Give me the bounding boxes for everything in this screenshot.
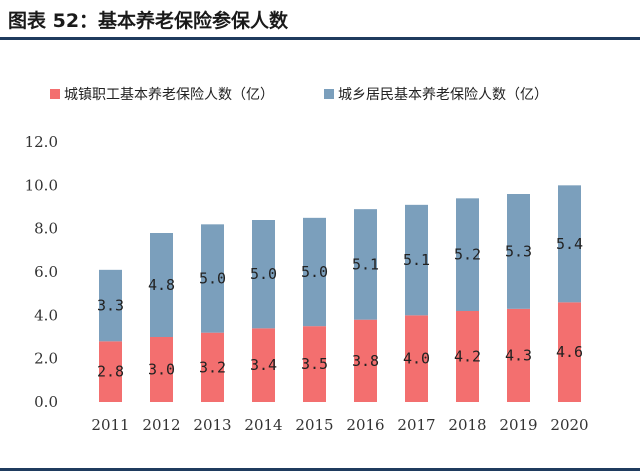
- x-tick-label: 2018: [448, 416, 486, 434]
- bar-rural-2013: [201, 224, 224, 333]
- x-tick-label: 2012: [142, 416, 180, 434]
- bar-urban-2020: [558, 302, 581, 402]
- bar-urban-2017: [405, 315, 428, 402]
- x-tick-label: 2011: [91, 416, 129, 434]
- data-label-rural: 5.0: [250, 265, 277, 283]
- y-tick-label: 2.0: [34, 350, 58, 368]
- bar-rural-2014: [252, 220, 275, 329]
- bar-urban-2015: [303, 326, 326, 402]
- x-tick-label: 2017: [397, 416, 435, 434]
- y-tick-label: 4.0: [34, 306, 58, 324]
- bar-rural-2018: [456, 198, 479, 311]
- bar-urban-2014: [252, 328, 275, 402]
- bar-rural-2015: [303, 217, 326, 327]
- bar-rural-2017: [405, 204, 428, 316]
- data-label-rural: 4.8: [148, 276, 175, 294]
- data-label-urban: 3.5: [301, 355, 328, 373]
- bar-rural-2011: [99, 269, 122, 342]
- data-label-urban: 3.4: [250, 356, 277, 374]
- bar-urban-2011: [99, 341, 122, 402]
- data-label-urban: 4.2: [454, 348, 481, 366]
- data-label-rural: 5.4: [556, 235, 583, 253]
- bottom-rule: [0, 468, 640, 471]
- bar-rural-2012: [150, 233, 173, 337]
- bars: 2.8 3.3 3.0 4.8 3.2 5.0 3.4 5.0 3.5 5.0 3.8 5.1 4.0 5…: [97, 185, 583, 402]
- bar-urban-2018: [456, 311, 479, 402]
- data-label-rural: 5.1: [403, 251, 430, 269]
- data-label-rural: 5.2: [454, 246, 481, 264]
- data-label-urban: 4.6: [556, 343, 583, 361]
- y-tick-label: 6.0: [34, 263, 58, 281]
- y-tick-label: 0.0: [34, 393, 58, 411]
- data-label-urban: 4.0: [403, 350, 430, 368]
- x-tick-label: 2016: [346, 416, 384, 434]
- x-tick-label: 2013: [193, 416, 231, 434]
- y-axis: 0.0 2.0 4.0 6.0 8.0 10.0 12.0: [25, 133, 58, 411]
- bar-urban-2013: [201, 332, 224, 402]
- x-tick-label: 2015: [295, 416, 333, 434]
- legend-label-urban: 城镇职工基本养老保险人数（亿）: [64, 86, 274, 103]
- bar-urban-2019: [507, 308, 530, 402]
- x-axis: 2011 2012 2013 2014 2015 2016 2017 2018 2019 2020: [91, 416, 588, 434]
- x-tick-label: 2019: [499, 416, 537, 434]
- bar-urban-2012: [150, 337, 173, 402]
- data-label-rural: 3.3: [97, 297, 124, 315]
- data-label-rural: 5.3: [505, 242, 532, 260]
- y-tick-label: 8.0: [34, 220, 58, 238]
- legend-label-rural: 城乡居民基本养老保险人数（亿）: [338, 86, 548, 103]
- legend-swatch-rural: [324, 89, 334, 99]
- data-label-urban: 2.8: [97, 363, 124, 381]
- y-tick-label: 12.0: [25, 133, 58, 151]
- x-tick-label: 2014: [244, 416, 282, 434]
- data-label-urban: 4.3: [505, 346, 532, 364]
- legend-swatch-urban: [50, 89, 60, 99]
- data-label-urban: 3.0: [148, 361, 175, 379]
- x-tick-label: 2020: [550, 416, 588, 434]
- bar-rural-2020: [558, 185, 581, 303]
- page-title: 图表 52：基本养老保险参保人数: [8, 10, 289, 32]
- data-label-rural: 5.0: [199, 270, 226, 288]
- legend: 城镇职工基本养老保险人数（亿） 城乡居民基本养老保险人数（亿）: [50, 86, 548, 103]
- data-label-urban: 3.8: [352, 352, 379, 370]
- data-label-rural: 5.0: [301, 263, 328, 281]
- bar-rural-2019: [507, 194, 530, 309]
- bar-rural-2016: [354, 209, 377, 320]
- data-label-urban: 3.2: [199, 358, 226, 376]
- data-label-rural: 5.1: [352, 255, 379, 273]
- title-rule: [0, 37, 640, 40]
- header: 图表 52：基本养老保险参保人数: [0, 0, 640, 40]
- y-tick-label: 10.0: [25, 176, 58, 194]
- bar-urban-2016: [354, 319, 377, 402]
